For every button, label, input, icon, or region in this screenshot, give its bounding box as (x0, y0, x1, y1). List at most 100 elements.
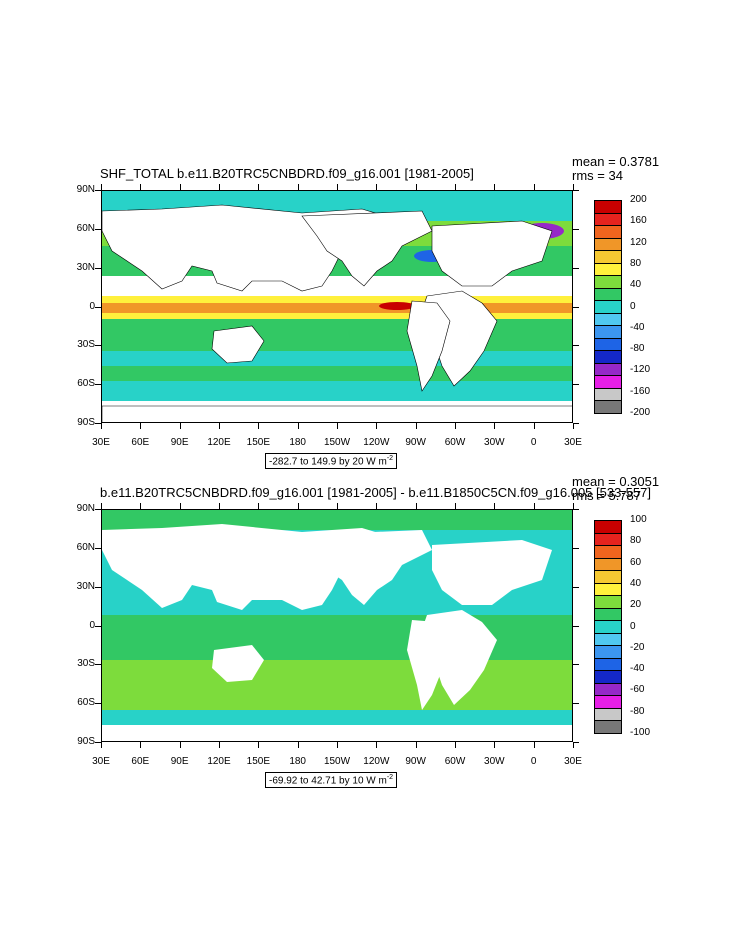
lat-label: 30S (77, 339, 95, 351)
lon-tick (573, 503, 574, 509)
lat-tick (573, 423, 579, 424)
lon-tick (376, 503, 378, 509)
ocean-band (102, 710, 572, 725)
lon-tick (219, 503, 220, 509)
lon-label: 150W (323, 756, 351, 767)
lat-tick (95, 190, 101, 191)
lon-label: 60E (131, 756, 150, 767)
landmass (211, 325, 265, 364)
lon-label: 90E (170, 437, 189, 448)
lat-tick (573, 306, 579, 308)
colorbar-label: -120 (630, 364, 651, 376)
ocean-band (102, 615, 572, 660)
colorbar-label: 80 (630, 535, 642, 547)
lat-tick (95, 267, 101, 269)
lon-label: 120W (363, 756, 390, 767)
lon-tick (533, 742, 535, 748)
lon-tick (415, 742, 417, 748)
lon-tick (533, 423, 535, 429)
lon-tick (573, 184, 574, 190)
lon-tick (533, 184, 535, 190)
ocean-band (102, 303, 572, 313)
panel-2-rms: rms = 5.787 (572, 488, 642, 503)
landmass (407, 620, 450, 710)
panel-2-stats: mean = 0.3051 rms = 5.787 (572, 475, 659, 503)
lon-tick (455, 184, 456, 190)
colorbar-box (594, 545, 622, 559)
colorbar-box (594, 682, 622, 697)
colorbar-box (594, 720, 622, 734)
lat-tick (95, 742, 101, 743)
colorbar-label: 120 (630, 236, 647, 248)
colorbar-box (594, 400, 622, 414)
colorbar-label: -80 (630, 343, 645, 355)
lon-label: 150E (246, 437, 270, 448)
lon-label: 90W (405, 437, 426, 448)
colorbar-label: 60 (630, 556, 642, 568)
panel-1-range-text: -282.7 to 149.9 by 20 W m (269, 456, 387, 468)
lon-tick (258, 742, 260, 748)
lon-tick (258, 184, 260, 190)
lat-tick (573, 345, 579, 347)
colorbar-box (594, 670, 622, 684)
lon-tick (101, 423, 102, 429)
colorbar-label: 0 (630, 620, 636, 632)
lat-tick (573, 625, 579, 627)
colorbar-label: 40 (630, 279, 642, 291)
lon-tick (179, 184, 181, 190)
lon-tick (415, 503, 417, 509)
lat-tick (95, 423, 101, 424)
colorbar-label: -100 (630, 727, 651, 738)
panel-2-title: b.e11.B20TRC5CNBDRD.f09_g16.001 [1981-20… (100, 485, 651, 500)
lon-label: 90W (405, 756, 426, 767)
lat-label: 90S (77, 736, 95, 747)
lon-tick (337, 184, 338, 190)
colorbar-label: -200 (630, 407, 651, 418)
lon-tick (494, 742, 496, 748)
panel-1-title: SHF_TOTAL b.e11.B20TRC5CNBDRD.f09_g16.00… (100, 166, 474, 181)
lon-tick (376, 184, 378, 190)
colorbar-box (594, 695, 622, 709)
colorbar-box (594, 557, 622, 572)
colorbar-label: 20 (630, 599, 642, 611)
colorbar-label: 40 (630, 577, 642, 589)
panel-2-colorbar: 100 80 60 40 20 0 -20 -40 -60 -80 -100 (594, 514, 674, 738)
lon-label: 0 (530, 756, 537, 767)
panel-2-range-sup: -2 (386, 774, 394, 781)
colorbar-label: 80 (630, 257, 642, 269)
lat-tick (95, 228, 101, 230)
lon-label: 30E (564, 437, 582, 448)
lat-label: 0 (89, 619, 95, 631)
lat-tick (95, 625, 101, 627)
lon-tick (179, 423, 181, 429)
lat-tick (573, 664, 579, 666)
lat-tick (95, 509, 101, 510)
colorbar-box (594, 520, 622, 534)
colorbar-box (594, 707, 622, 722)
lat-tick (95, 345, 101, 347)
lon-tick (297, 184, 299, 190)
lon-tick (219, 184, 220, 190)
lon-tick (258, 423, 260, 429)
lon-tick (140, 503, 142, 509)
lon-tick (101, 503, 102, 509)
lat-label: 30S (77, 658, 95, 670)
landmass (102, 725, 572, 741)
panel-2-map (101, 509, 573, 742)
colorbar-box (594, 595, 622, 609)
lon-tick (337, 503, 338, 509)
panel-2-range-text: -69.92 to 42.71 by 10 W m (269, 775, 387, 787)
lon-tick (376, 742, 378, 748)
lon-tick (297, 423, 299, 429)
colorbar-box (594, 645, 622, 659)
flux-anomaly (379, 302, 415, 310)
lon-tick (101, 184, 102, 190)
panel-1-colorbar: 200 160 120 80 40 0 -40 -80 -120 -160 -200 (594, 194, 674, 418)
lat-label: 60N (76, 541, 95, 553)
colorbar-label: -60 (630, 684, 645, 696)
lat-tick (573, 228, 579, 230)
lat-label: 30N (76, 261, 95, 273)
lat-tick (573, 586, 579, 588)
lon-tick (297, 742, 299, 748)
